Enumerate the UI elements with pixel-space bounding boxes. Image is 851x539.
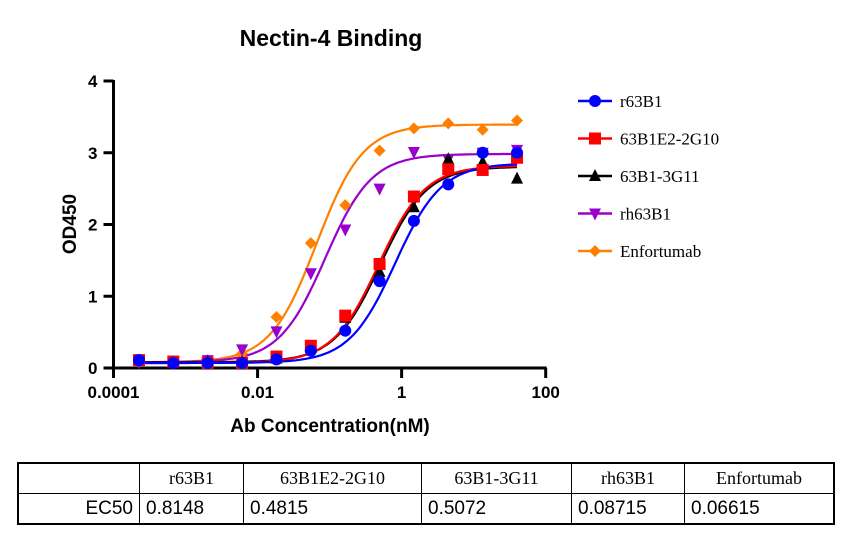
data-point xyxy=(407,190,420,203)
data-point xyxy=(407,214,420,227)
x-tick-label: 100 xyxy=(532,383,560,402)
legend-label: r63B1 xyxy=(620,92,663,111)
data-point xyxy=(133,354,146,367)
series-rh63B1 xyxy=(133,144,524,370)
data-point xyxy=(442,152,455,165)
fit-curve-Enfortumab xyxy=(139,123,517,364)
table-cell: 0.5072 xyxy=(421,493,572,525)
table-cell: 0.4815 xyxy=(243,493,422,525)
data-point xyxy=(476,146,489,159)
data-point xyxy=(270,353,283,366)
data-point xyxy=(304,344,317,357)
series-r63B1 xyxy=(133,146,524,369)
data-point xyxy=(339,199,352,212)
data-point xyxy=(339,309,352,322)
data-point xyxy=(442,163,455,176)
table-cell: 0.8148 xyxy=(139,493,244,525)
y-tick-label: 4 xyxy=(88,72,98,91)
data-point xyxy=(373,144,386,157)
legend-item: 63B1-3G11 xyxy=(578,167,700,186)
data-point xyxy=(442,117,455,130)
data-point xyxy=(236,356,249,369)
y-tick-label: 1 xyxy=(88,287,97,306)
data-point xyxy=(236,344,249,357)
data-point xyxy=(511,146,524,159)
row-label: EC50 xyxy=(17,493,140,525)
fit-curve-rh63B1 xyxy=(139,152,517,364)
data-point xyxy=(511,171,524,184)
data-point xyxy=(476,123,489,136)
data-point xyxy=(373,264,386,277)
table-cell: 0.08715 xyxy=(571,493,685,525)
data-point xyxy=(373,275,386,288)
legend-label: 63B1-3G11 xyxy=(620,167,700,186)
table-cell: 0.06615 xyxy=(684,493,835,525)
data-point xyxy=(373,183,386,196)
data-point xyxy=(511,114,524,127)
series-Enfortumab xyxy=(133,114,524,369)
legend-item: r63B1 xyxy=(578,92,663,111)
table-header-cell: Enfortumab xyxy=(684,462,835,494)
y-tick-label: 3 xyxy=(88,144,97,163)
series-63B1E2-2G10 xyxy=(133,151,524,369)
x-tick-label: 0.0001 xyxy=(88,383,140,402)
data-point xyxy=(201,356,214,369)
fit-curve-63B1E2-2G10 xyxy=(139,165,517,365)
data-point xyxy=(407,122,420,135)
fit-curve-63B1-3G11 xyxy=(139,166,517,364)
fit-curve-r63B1 xyxy=(139,163,518,365)
legend-marker xyxy=(589,245,601,257)
data-point xyxy=(407,147,420,160)
data-point xyxy=(373,257,386,270)
legend-label: Enfortumab xyxy=(620,242,701,261)
data-point xyxy=(442,178,455,191)
ec50-table: r63B1 63B1E2-2G10 63B1-3G11 rh63B1 Enfor… xyxy=(17,462,835,525)
table-header-cell: 63B1-3G11 xyxy=(421,462,572,494)
y-tick-label: 2 xyxy=(88,216,97,235)
legend-item: Enfortumab xyxy=(578,242,701,261)
data-point xyxy=(304,237,317,250)
data-point xyxy=(270,311,283,324)
table-header-cell: r63B1 xyxy=(139,462,244,494)
legend-marker xyxy=(589,169,601,181)
data-point xyxy=(167,356,180,369)
legend-marker xyxy=(589,208,601,221)
data-point xyxy=(270,326,283,339)
legend-label: 63B1E2-2G10 xyxy=(620,130,719,149)
x-tick-label: 1 xyxy=(397,383,406,402)
table-header-row: r63B1 63B1E2-2G10 63B1-3G11 rh63B1 Enfor… xyxy=(17,462,835,494)
x-tick-label: 0.01 xyxy=(241,383,274,402)
series-63B1-3G11 xyxy=(133,152,524,368)
data-point xyxy=(339,324,352,337)
table-header-cell: rh63B1 xyxy=(571,462,685,494)
legend-marker xyxy=(589,95,601,107)
legend-item: 63B1E2-2G10 xyxy=(578,130,719,149)
data-point xyxy=(304,268,317,281)
chart-title: Nectin-4 Binding xyxy=(240,25,423,51)
y-tick-label: 0 xyxy=(88,359,97,378)
table-row: EC50 0.8148 0.4815 0.5072 0.08715 0.0661… xyxy=(17,493,835,525)
chart-svg: Nectin-4 Binding OD450 Ab Concentration(… xyxy=(60,25,719,437)
table-header-cell xyxy=(17,462,140,494)
data-point xyxy=(407,200,420,213)
table-header-cell: 63B1E2-2G10 xyxy=(243,462,422,494)
data-point xyxy=(339,224,352,237)
legend-marker xyxy=(589,132,601,145)
y-axis-label: OD450 xyxy=(60,194,81,254)
data-point xyxy=(476,163,489,176)
legend-item: rh63B1 xyxy=(578,205,671,224)
legend-label: rh63B1 xyxy=(620,205,671,224)
x-axis-label: Ab Concentration(nM) xyxy=(230,416,429,437)
